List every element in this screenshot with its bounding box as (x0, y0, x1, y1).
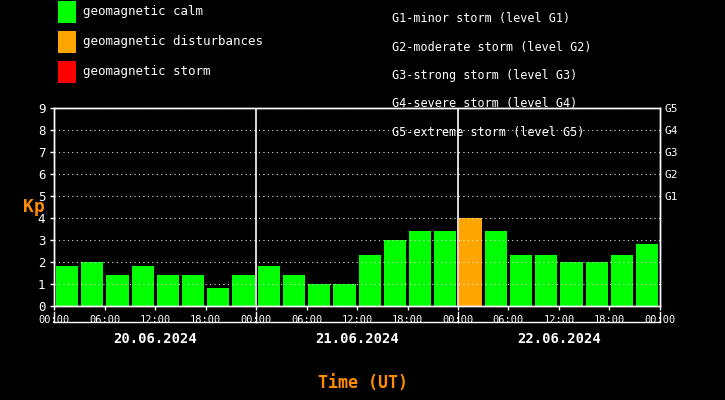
Bar (384, 240, 406, 306)
Bar (131, 266, 154, 306)
Text: geomagnetic storm: geomagnetic storm (83, 66, 211, 78)
Bar (510, 256, 532, 306)
Bar (636, 244, 658, 306)
Text: G3-strong storm (level G3): G3-strong storm (level G3) (392, 69, 577, 82)
Bar (56, 266, 78, 306)
Bar (485, 231, 507, 306)
Bar (308, 284, 331, 306)
Bar (611, 256, 633, 306)
Text: G5-extreme storm (level G5): G5-extreme storm (level G5) (392, 126, 584, 139)
Bar (409, 231, 431, 306)
Bar (107, 275, 128, 306)
Bar (157, 275, 179, 306)
Text: geomagnetic disturbances: geomagnetic disturbances (83, 36, 263, 48)
Text: 21.06.2024: 21.06.2024 (315, 332, 399, 346)
Bar (257, 266, 280, 306)
Text: 20.06.2024: 20.06.2024 (113, 332, 197, 346)
Bar (233, 275, 254, 306)
Bar (586, 262, 608, 306)
Text: G2-moderate storm (level G2): G2-moderate storm (level G2) (392, 40, 591, 54)
Text: G4-severe storm (level G4): G4-severe storm (level G4) (392, 98, 577, 110)
Bar (359, 256, 381, 306)
Bar (434, 231, 457, 306)
Bar (334, 284, 355, 306)
Bar (283, 275, 305, 306)
Text: geomagnetic calm: geomagnetic calm (83, 6, 204, 18)
Y-axis label: Kp: Kp (22, 198, 44, 216)
Text: G1-minor storm (level G1): G1-minor storm (level G1) (392, 12, 570, 25)
Bar (460, 218, 481, 306)
Bar (207, 288, 229, 306)
Bar (535, 256, 558, 306)
Bar (182, 275, 204, 306)
Text: 22.06.2024: 22.06.2024 (517, 332, 601, 346)
Bar (560, 262, 583, 306)
Bar (81, 262, 103, 306)
Text: Time (UT): Time (UT) (318, 374, 407, 392)
